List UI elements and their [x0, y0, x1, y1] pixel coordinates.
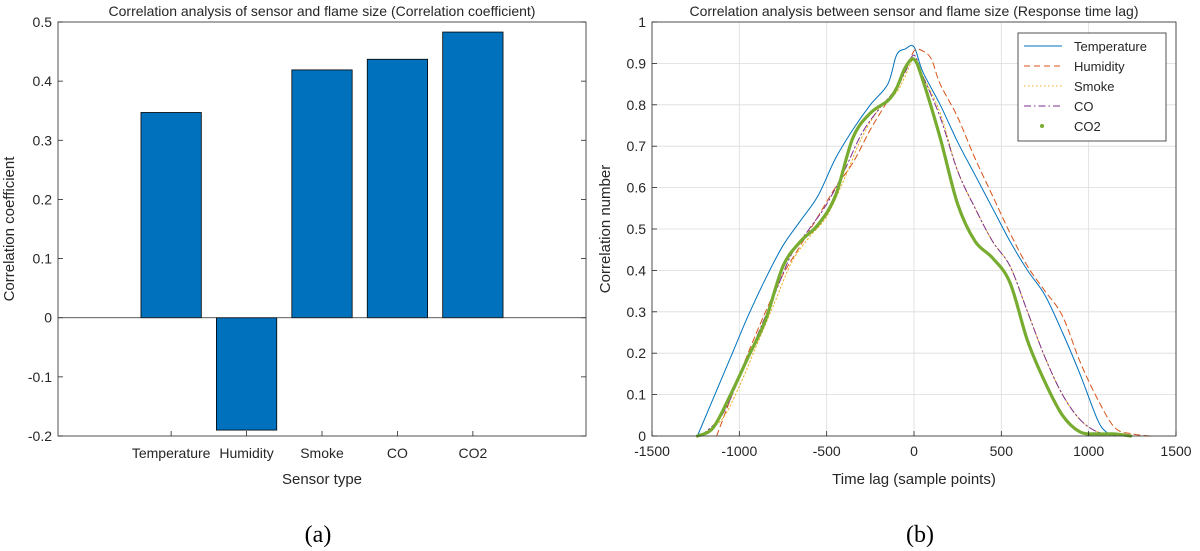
bar-co	[366, 58, 428, 319]
x-tick-label: -1500	[634, 443, 670, 459]
bar-chart-ylabel: Correlation coefficient	[1, 156, 18, 302]
y-tick-label: 0	[638, 428, 646, 444]
bar-axes-box	[57, 21, 587, 437]
series-line-co	[700, 54, 1133, 437]
y-tick-label: 0.4	[627, 262, 647, 278]
y-tick-label: 0.5	[627, 221, 647, 237]
line-chart-panel: -1500 -1000 -500 0 500 1000 1500 0 0.1 0.2 0.3 0.4 0…	[597, 3, 1192, 548]
y-tick-label: 0	[44, 310, 52, 326]
bar-group	[140, 31, 504, 431]
bar-smoke	[291, 69, 353, 319]
legend-label-humidity: Humidity	[1074, 59, 1125, 74]
legend-label-co: CO	[1074, 99, 1094, 114]
line-series-group	[695, 44, 1151, 438]
panel-b-caption: (b)	[906, 522, 934, 548]
x-tick-label: 0	[910, 443, 918, 459]
y-tick-label: 0.2	[627, 345, 647, 361]
x-tick-label: Temperature	[132, 445, 211, 461]
bar-temperature	[140, 112, 202, 319]
series-line-temperature	[696, 44, 1116, 437]
y-tick-label: 0.4	[33, 73, 53, 89]
x-tick-label: 1000	[1073, 443, 1104, 459]
y-tick-label: -0.2	[28, 428, 52, 444]
line-chart-ylabel: Correlation number	[597, 165, 614, 293]
y-tick-label: 0.1	[627, 387, 647, 403]
panel-a-caption: (a)	[305, 522, 332, 548]
bar-co2	[442, 31, 504, 319]
y-tick-label: 0.9	[627, 55, 647, 71]
bar-chart-panel: Temperature Humidity Smoke CO CO2 -0.2 -0.1 0 0.…	[1, 3, 587, 548]
y-tick-label: 1	[638, 14, 646, 30]
x-tick-label: -500	[813, 443, 841, 459]
x-tick-label: Smoke	[300, 445, 344, 461]
y-tick-label: 0.8	[627, 97, 647, 113]
y-tick-label: 0.5	[33, 14, 53, 30]
bar-chart-title: Correlation analysis of sensor and flame…	[109, 3, 536, 19]
bar-axes: Temperature Humidity Smoke CO CO2 -0.2 -0.1 0 0.…	[28, 14, 587, 461]
y-tick-label: 0.6	[627, 180, 647, 196]
bar-humidity	[215, 317, 278, 431]
x-tick-label: 500	[990, 443, 1014, 459]
legend-box	[1017, 32, 1167, 142]
y-tick-label: 0.1	[33, 251, 53, 267]
legend-label-smoke: Smoke	[1074, 79, 1114, 94]
line-axes: -1500 -1000 -500 0 500 1000 1500 0 0.1 0.2 0.3 0.4 0…	[627, 14, 1192, 459]
line-chart-title: Correlation analysis between sensor and …	[690, 3, 1139, 19]
y-tick-label: 0.2	[33, 191, 53, 207]
x-tick-label: 1500	[1160, 443, 1191, 459]
legend-label-temperature: Temperature	[1074, 39, 1147, 54]
series-line-humidity	[716, 48, 1151, 437]
x-tick-label: -1000	[721, 443, 757, 459]
bar-chart-xlabel: Sensor type	[282, 471, 362, 488]
y-tick-label: 0.7	[627, 138, 647, 154]
y-tick-label: -0.1	[28, 369, 52, 385]
y-tick-label: 0.3	[627, 304, 647, 320]
line-chart-xlabel: Time lag (sample points)	[832, 471, 996, 488]
y-tick-label: 0.3	[33, 132, 53, 148]
legend-swatch-co2	[1040, 124, 1044, 128]
legend-label-co2: CO2	[1074, 119, 1101, 134]
x-tick-label: Humidity	[219, 445, 273, 461]
legend: Temperature Humidity Smoke CO CO2	[1017, 32, 1167, 142]
series-line-co2	[695, 57, 1133, 438]
x-tick-label: CO2	[458, 445, 487, 461]
x-tick-label: CO	[387, 445, 408, 461]
